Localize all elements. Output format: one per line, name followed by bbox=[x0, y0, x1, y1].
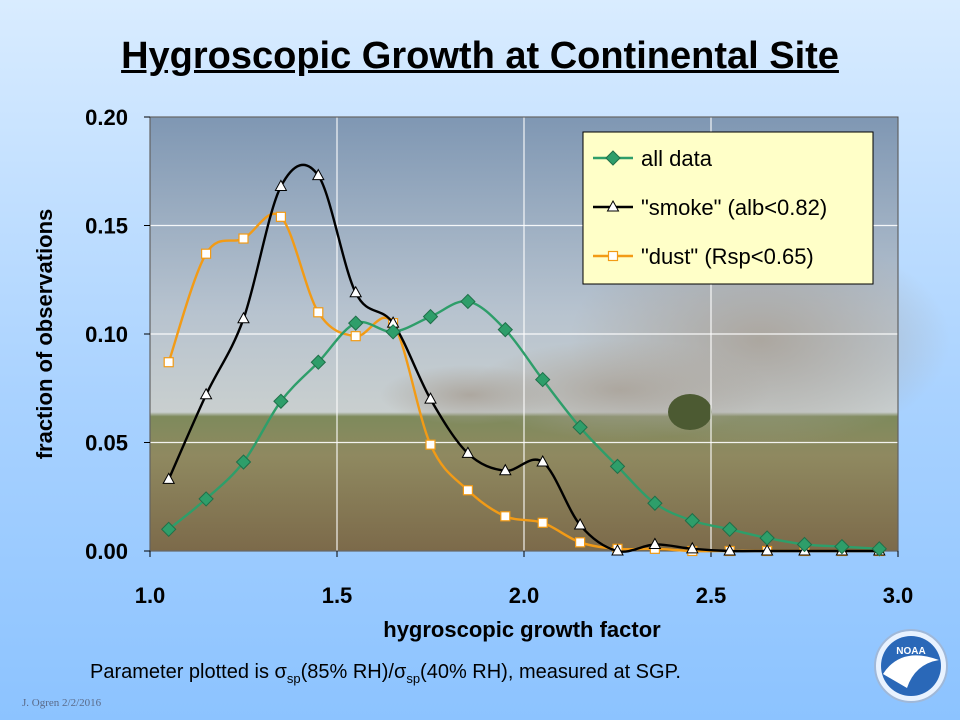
data-point-square bbox=[238, 233, 249, 244]
data-point-diamond bbox=[647, 495, 663, 511]
data-point-diamond bbox=[422, 308, 439, 325]
legend: all data "smoke" (alb<0.82) "dust" (Rsp<0.… bbox=[582, 131, 874, 285]
x-tick-label: 2.0 bbox=[509, 583, 540, 608]
data-point-triangle bbox=[274, 179, 288, 191]
data-point-triangle bbox=[648, 537, 662, 549]
y-tick-label: 0.15 bbox=[85, 214, 128, 239]
data-point-triangle bbox=[311, 168, 325, 181]
data-point-diamond bbox=[497, 321, 514, 338]
data-point-triangle bbox=[760, 543, 774, 556]
data-point-square bbox=[350, 331, 361, 342]
data-point-triangle bbox=[349, 285, 363, 298]
legend-entry-diamond: all data bbox=[593, 146, 713, 171]
data-point-diamond bbox=[572, 419, 588, 436]
data-point-triangle bbox=[573, 517, 587, 530]
footnote-mid: (85% RH)/ bbox=[300, 661, 394, 683]
data-point-diamond bbox=[721, 521, 738, 538]
logo-text: NOAA bbox=[896, 646, 925, 657]
x-tick-label: 3.0 bbox=[883, 583, 914, 608]
data-point-diamond bbox=[385, 324, 401, 340]
x-axis-label: hygroscopic growth factor bbox=[383, 617, 661, 642]
data-point-square bbox=[201, 248, 212, 259]
data-point-triangle bbox=[424, 392, 437, 404]
legend-marker bbox=[606, 199, 620, 212]
sigma-symbol: σ bbox=[274, 661, 287, 683]
data-point-diamond bbox=[684, 512, 701, 529]
data-point-square bbox=[163, 357, 174, 368]
data-point-triangle bbox=[162, 472, 176, 484]
footnote-post: (40% RH), measured at SGP. bbox=[420, 661, 681, 683]
data-point-triangle bbox=[685, 541, 699, 554]
legend-label: all data bbox=[641, 146, 713, 171]
data-point-square bbox=[537, 517, 548, 528]
data-point-triangle bbox=[237, 311, 250, 324]
data-point-diamond bbox=[796, 536, 813, 553]
y-axis-label: fraction of observations bbox=[32, 209, 57, 460]
footnote-pre: Parameter plotted is bbox=[90, 661, 275, 683]
data-point-diamond bbox=[347, 315, 364, 331]
data-point-diamond bbox=[160, 521, 177, 538]
series-line-triangle bbox=[167, 163, 880, 553]
noaa-logo: NOAA bbox=[874, 629, 948, 703]
data-point-triangle bbox=[536, 454, 550, 467]
data-point-diamond bbox=[235, 454, 252, 470]
data-point-diamond bbox=[198, 491, 214, 507]
x-tick-label: 1.5 bbox=[322, 583, 353, 608]
data-point-diamond bbox=[759, 530, 775, 546]
data-point-square bbox=[425, 439, 436, 450]
data-point-diamond bbox=[609, 458, 626, 475]
axes: 0.00 0.05 0.10 0.15 0.20 1.0 1.5 2.0 2.5 3.0 hygro… bbox=[32, 105, 913, 642]
data-point-diamond bbox=[310, 354, 327, 370]
legend-entry-square: "dust" (Rsp<0.65) bbox=[593, 244, 814, 269]
sigma-symbol-2: σ bbox=[393, 661, 407, 683]
data-point-triangle bbox=[199, 387, 213, 400]
sigma-subscript-2: sp bbox=[406, 671, 421, 686]
parameter-footnote: Parameter plotted is σsp(85% RH)/σsp(40%… bbox=[90, 661, 681, 686]
data-point-triangle bbox=[461, 446, 475, 458]
data-point-diamond bbox=[534, 371, 551, 388]
slide-title: Hygroscopic Growth at Continental Site bbox=[121, 35, 839, 77]
data-point-diamond bbox=[871, 541, 888, 557]
y-tick-label: 0.20 bbox=[85, 105, 128, 130]
data-point-diamond bbox=[273, 393, 289, 409]
series-diamond bbox=[160, 293, 888, 557]
legend-entry-triangle: "smoke" (alb<0.82) bbox=[593, 195, 827, 220]
y-tick-label: 0.10 bbox=[85, 322, 128, 347]
y-tick-label: 0.05 bbox=[85, 431, 128, 456]
data-point-diamond bbox=[834, 538, 850, 555]
data-point-square bbox=[500, 511, 511, 522]
legend-marker bbox=[607, 250, 619, 262]
data-point-square bbox=[574, 537, 586, 548]
legend-marker bbox=[605, 150, 621, 166]
legend-label: "dust" (Rsp<0.65) bbox=[641, 244, 814, 269]
sigma-subscript: sp bbox=[286, 671, 301, 686]
data-point-diamond bbox=[460, 293, 476, 310]
data-point-triangle bbox=[498, 463, 512, 476]
x-tick-label: 1.0 bbox=[135, 583, 166, 608]
data-point-square bbox=[313, 307, 324, 318]
author-credit: J. Ogren 2/2/2016 bbox=[22, 697, 102, 709]
y-tick-label: 0.00 bbox=[85, 539, 128, 564]
data-point-square bbox=[275, 211, 286, 222]
logo-bird-icon bbox=[883, 655, 939, 688]
series-layer bbox=[160, 163, 888, 557]
data-point-triangle bbox=[611, 543, 624, 556]
x-tick-label: 2.5 bbox=[696, 583, 727, 608]
data-point-square bbox=[462, 485, 473, 496]
legend-label: "smoke" (alb<0.82) bbox=[641, 195, 827, 220]
data-point-triangle bbox=[723, 543, 737, 556]
